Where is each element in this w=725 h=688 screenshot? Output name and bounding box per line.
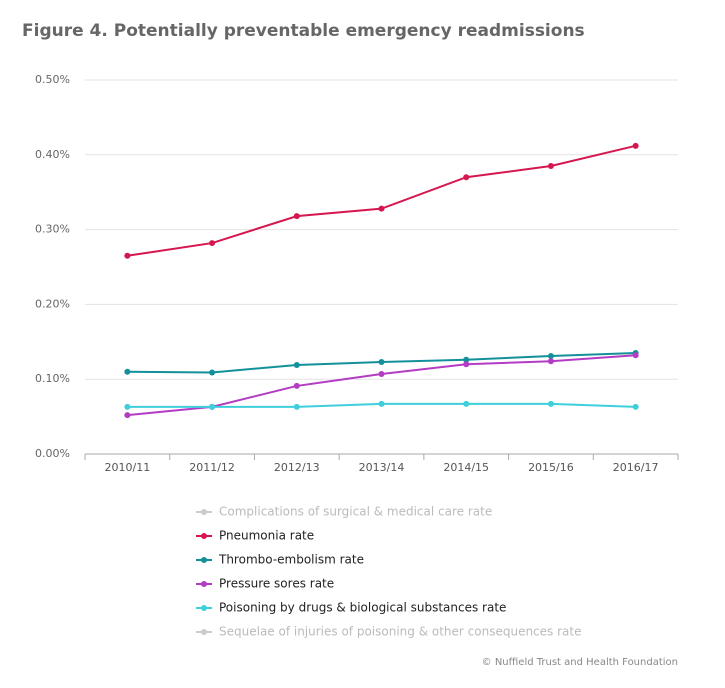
legend-marker [201, 605, 207, 611]
y-tick-label: 0.00% [35, 447, 70, 460]
source: © Nuffield Trust and Health Foundation [482, 657, 678, 668]
x-tick-label: 2013/14 [359, 461, 405, 474]
chart-title: Figure 4. Potentially preventable emerge… [22, 21, 585, 41]
data-point [547, 353, 554, 360]
y-tick-label: 0.50% [35, 73, 70, 86]
x-tick-label: 2014/15 [443, 461, 489, 474]
data-point [547, 163, 554, 170]
legend-label: Poisoning by drugs & biological substanc… [219, 601, 506, 615]
data-point [209, 369, 216, 376]
data-point [124, 403, 131, 410]
legend-marker [201, 509, 207, 515]
data-point [293, 361, 300, 368]
data-point [378, 205, 385, 212]
legend-marker [201, 581, 207, 587]
data-point [463, 400, 470, 407]
legend-label: Complications of surgical & medical care… [219, 505, 492, 519]
data-point [378, 400, 385, 407]
data-point [124, 412, 131, 419]
legend-label: Pneumonia rate [219, 529, 314, 543]
x-tick-label: 2012/13 [274, 461, 320, 474]
data-point [632, 142, 639, 149]
legend-marker [201, 557, 207, 563]
x-tick-label: 2016/17 [613, 461, 659, 474]
y-tick-label: 0.20% [35, 297, 70, 310]
data-point [293, 382, 300, 389]
data-point [124, 252, 131, 259]
legend-marker [201, 629, 207, 635]
data-point [124, 368, 131, 375]
legend-label: Thrombo-embolism rate [218, 553, 364, 567]
x-tick-label: 2010/11 [105, 461, 151, 474]
data-point [293, 403, 300, 410]
series-line [127, 144, 636, 257]
y-tick-label: 0.10% [35, 372, 70, 385]
data-point [547, 400, 554, 407]
data-point [463, 174, 470, 181]
x-tick-label: 2015/16 [528, 461, 574, 474]
data-point [209, 403, 216, 410]
data-point [463, 356, 470, 363]
legend-label: Sequelae of injuries of poisoning & othe… [219, 625, 581, 639]
data-point [463, 361, 470, 368]
data-point [378, 358, 385, 365]
y-tick-label: 0.30% [35, 223, 70, 236]
data-point [632, 352, 639, 359]
data-point [632, 403, 639, 410]
data-point [378, 370, 385, 377]
data-point [209, 240, 216, 247]
data-point [547, 358, 554, 365]
legend-label: Pressure sores rate [219, 577, 334, 591]
legend-marker [201, 533, 207, 539]
y-tick-label: 0.40% [35, 148, 70, 161]
data-point [293, 213, 300, 220]
x-tick-label: 2011/12 [189, 461, 235, 474]
